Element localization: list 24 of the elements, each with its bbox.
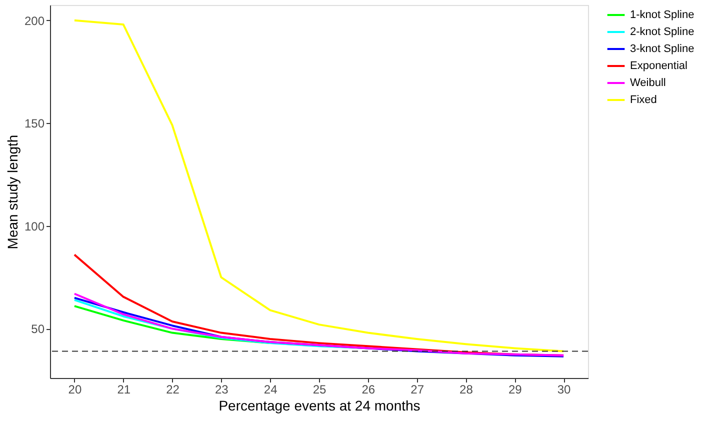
legend-label: Exponential [630, 60, 688, 72]
x-tick-label: 29 [508, 382, 522, 396]
legend-label: 1-knot Spline [630, 9, 694, 21]
legend-label: Fixed [630, 94, 657, 106]
legend-label: Weibull [630, 77, 666, 89]
line-series [73, 19, 565, 352]
x-tick-label: 25 [312, 382, 326, 396]
x-tick-label: 21 [117, 382, 131, 396]
x-tick-label: 28 [460, 382, 474, 396]
x-axis-title: Percentage events at 24 months [218, 398, 420, 414]
y-tick-label: 150 [24, 116, 45, 131]
x-tick-label: 26 [362, 382, 376, 396]
x-tick-label: 30 [557, 382, 572, 396]
legend-label: 3-knot Spline [630, 43, 694, 55]
x-tick-label: 24 [264, 382, 278, 396]
y-axis-title: Mean study length [4, 134, 20, 250]
x-tick-label: 20 [68, 382, 82, 396]
x-tick-label: 22 [166, 382, 180, 396]
x-tick-label: 23 [215, 382, 229, 396]
y-tick-label: 100 [24, 219, 45, 234]
y-tick-label: 200 [24, 14, 45, 28]
legend-label: 2-knot Spline [630, 26, 694, 38]
x-tick-label: 27 [410, 382, 424, 396]
y-tick-label: 50 [31, 322, 45, 336]
